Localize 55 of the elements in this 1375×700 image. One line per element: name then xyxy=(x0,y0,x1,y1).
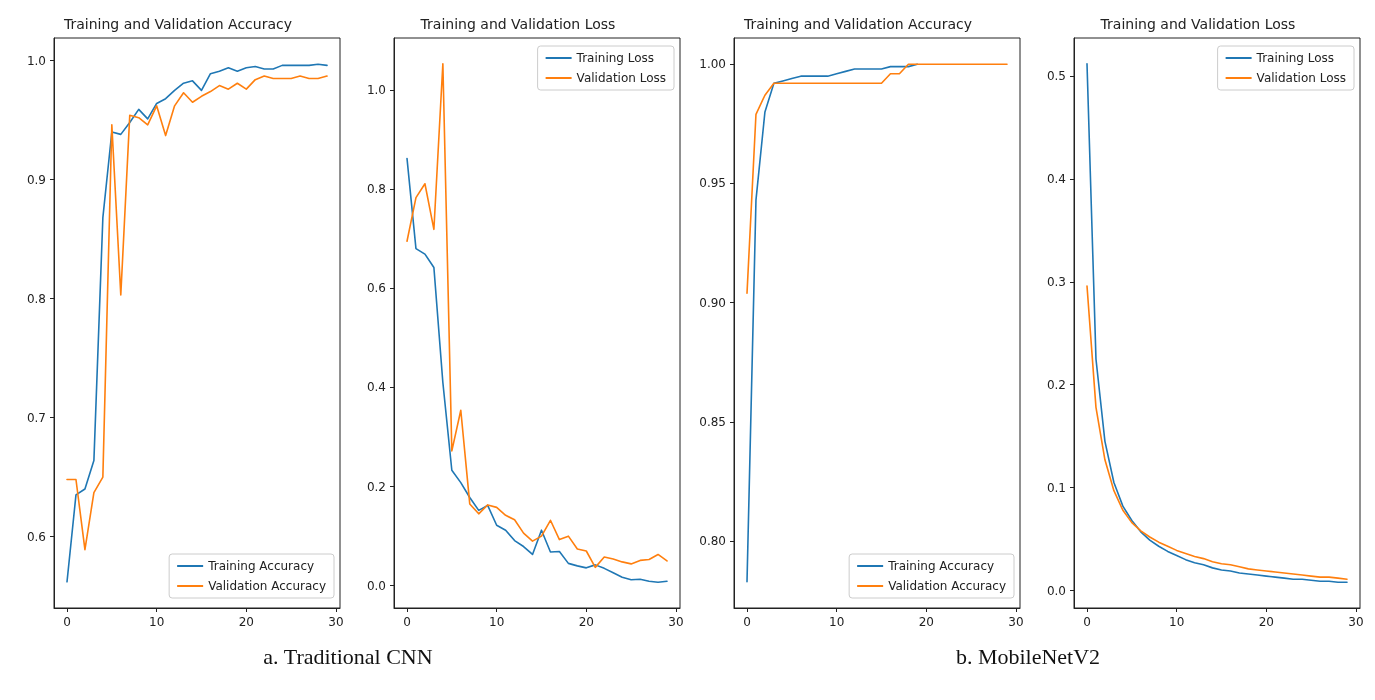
legend-label: Training Accuracy xyxy=(207,559,315,573)
x-tick-label: 20 xyxy=(918,615,934,629)
y-tick-label: 0.9 xyxy=(26,172,46,187)
x-tick-label: 10 xyxy=(829,615,845,629)
line-series xyxy=(746,63,1008,294)
y-tick-label: 0.80 xyxy=(699,534,726,549)
y-tick-label: 0.0 xyxy=(1046,583,1066,598)
y-tick-label: 0.6 xyxy=(26,529,46,544)
y-tick-label: 0.5 xyxy=(1046,69,1066,84)
chart-title: Training and Validation Accuracy xyxy=(743,16,972,32)
text: b. MobileNetV2 xyxy=(954,644,1102,670)
x-tick-label: 30 xyxy=(1348,615,1364,629)
y-tick-label: 0.6 xyxy=(366,281,386,296)
x-tick-label: 20 xyxy=(1258,615,1274,629)
legend-label: Validation Loss xyxy=(1256,71,1346,85)
y-tick-label: 0.8 xyxy=(366,182,386,197)
legend-label: Validation Accuracy xyxy=(888,579,1006,593)
chart-title: Training and Validation Loss xyxy=(419,16,616,32)
y-tick-label: 0.2 xyxy=(366,479,386,494)
legend-label: Validation Loss xyxy=(576,71,666,85)
y-tick-label: 0.4 xyxy=(1046,171,1066,186)
y-tick-label: 0.85 xyxy=(699,414,726,429)
y-tick-label: 0.2 xyxy=(1046,377,1066,392)
x-tick-label: 10 xyxy=(149,615,165,629)
y-tick-label: 0.8 xyxy=(26,291,46,306)
x-tick-label: 0 xyxy=(63,615,71,629)
x-tick-label: 10 xyxy=(1169,615,1185,629)
chart-title: Training and Validation Loss xyxy=(1099,16,1296,32)
y-tick-label: 1.00 xyxy=(699,57,726,72)
legend-label: Validation Accuracy xyxy=(208,579,326,593)
y-tick-label: 0.3 xyxy=(1046,274,1066,289)
x-tick-label: 20 xyxy=(238,615,254,629)
y-tick-label: 0.4 xyxy=(366,380,386,395)
x-tick-label: 30 xyxy=(668,615,684,629)
line-series xyxy=(1086,285,1348,580)
legend-label: Training Loss xyxy=(1255,51,1335,65)
x-tick-label: 0 xyxy=(403,615,411,629)
x-tick-label: 30 xyxy=(1008,615,1024,629)
y-tick-label: 0.0 xyxy=(366,578,386,593)
y-tick-label: 0.95 xyxy=(699,176,726,191)
x-tick-label: 10 xyxy=(489,615,505,629)
y-tick-label: 0.90 xyxy=(699,295,726,310)
x-tick-label: 0 xyxy=(1083,615,1091,629)
legend-label: Training Loss xyxy=(575,51,655,65)
legend-label: Training Accuracy xyxy=(887,559,995,573)
y-tick-label: 1.0 xyxy=(26,53,46,68)
x-tick-label: 30 xyxy=(328,615,344,629)
y-tick-label: 0.7 xyxy=(26,410,46,425)
x-tick-label: 0 xyxy=(743,615,751,629)
x-tick-label: 20 xyxy=(578,615,594,629)
line-series xyxy=(406,157,668,584)
y-tick-label: 0.1 xyxy=(1046,480,1066,495)
chart-title: Training and Validation Accuracy xyxy=(63,16,292,32)
text: a. Traditional CNN xyxy=(262,644,434,670)
y-tick-label: 1.0 xyxy=(366,83,386,98)
